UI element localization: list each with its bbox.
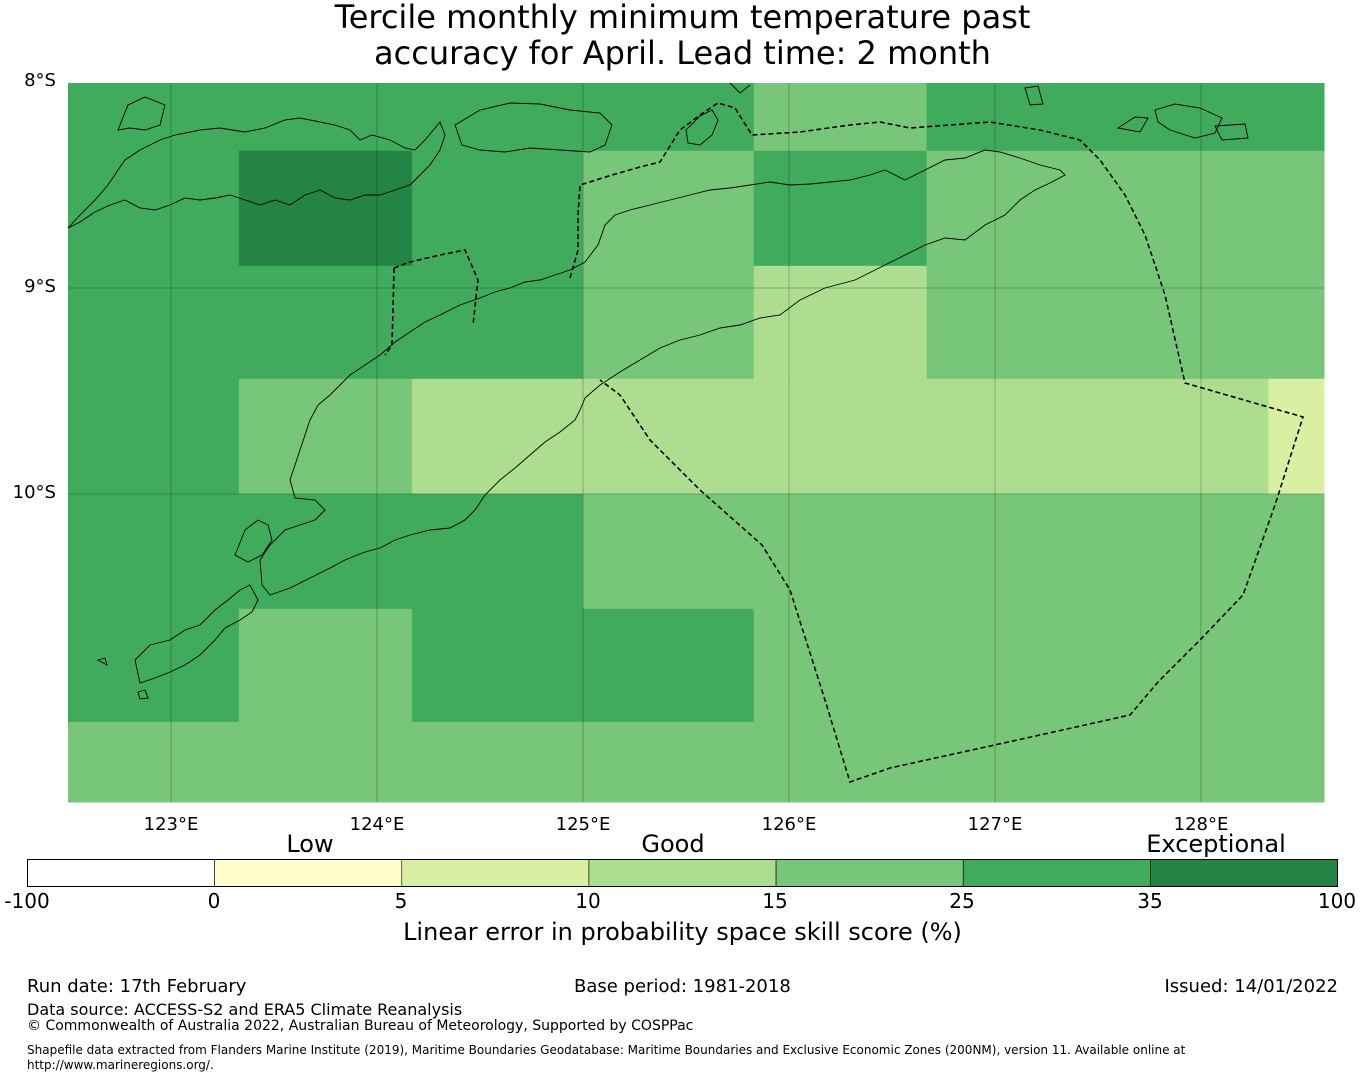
skill-score-cell xyxy=(753,150,928,267)
skill-score-cell xyxy=(753,608,928,723)
skill-score-cell xyxy=(582,378,755,495)
skill-score-cell xyxy=(582,150,755,267)
colorbar-segment xyxy=(401,859,590,887)
map-gridlines xyxy=(68,83,1324,802)
skill-score-cell xyxy=(926,721,1099,803)
skill-score-cell xyxy=(1097,493,1269,610)
skill-score-cell xyxy=(238,83,413,152)
skill-score-cell xyxy=(753,83,928,152)
colorbar xyxy=(27,859,1338,887)
skill-score-cell xyxy=(68,150,240,267)
skill-score-cell xyxy=(238,608,413,723)
colorbar-segment xyxy=(962,859,1151,887)
colorbar-segment xyxy=(588,859,777,887)
colorbar-tick: 10 xyxy=(575,889,601,913)
skill-score-cell xyxy=(1268,608,1325,723)
copyright: © Commonwealth of Australia 2022, Austra… xyxy=(27,1018,694,1034)
colorbar-tick: 100 xyxy=(1317,889,1357,913)
skill-score-cell xyxy=(582,493,755,610)
skill-score-cell xyxy=(411,378,584,495)
lon-label-125e: 125°E xyxy=(555,814,611,835)
colorbar-tick: 35 xyxy=(1137,889,1163,913)
lon-label-127e: 127°E xyxy=(967,814,1023,835)
skill-score-cell xyxy=(926,378,1099,495)
skill-score-cell xyxy=(68,265,240,380)
colorbar-label: Linear error in probability space skill … xyxy=(403,918,962,946)
skill-score-cell xyxy=(68,493,240,610)
skill-score-cell xyxy=(411,721,584,803)
colorbar-segment xyxy=(27,859,215,887)
lat-label-9s: 9°S xyxy=(24,276,56,297)
lon-label-126e: 126°E xyxy=(761,814,817,835)
skill-score-cell xyxy=(411,83,584,152)
skill-score-cell xyxy=(1097,83,1269,152)
skill-score-cell xyxy=(411,608,584,723)
skill-score-cell xyxy=(1097,265,1269,380)
skill-score-cell xyxy=(1097,721,1269,803)
colorbar-tick: 0 xyxy=(207,889,221,913)
skill-score-cell xyxy=(68,721,240,803)
maritime-boundaries xyxy=(384,102,1305,784)
skill-score-cell xyxy=(238,721,413,803)
skill-score-cell xyxy=(68,608,240,723)
skill-score-cell xyxy=(68,378,240,495)
shapefile-credit-line-2: http://www.marineregions.org/. xyxy=(27,1058,214,1072)
skill-score-cell xyxy=(582,721,755,803)
skill-score-cell xyxy=(1097,150,1269,267)
skill-score-cells xyxy=(68,83,1325,803)
skill-score-cell xyxy=(753,493,928,610)
colorbar-tick: 15 xyxy=(762,889,788,913)
skill-score-cell xyxy=(582,265,755,380)
colorbar-tick: 5 xyxy=(394,889,408,913)
skill-score-cell xyxy=(753,721,928,803)
skill-score-cell xyxy=(238,378,413,495)
skill-score-cell xyxy=(926,608,1099,723)
skill-score-cell xyxy=(68,83,240,152)
skill-score-cell xyxy=(1268,493,1325,610)
skill-score-cell xyxy=(238,493,413,610)
skill-score-cell xyxy=(411,265,584,380)
category-exceptional: Exceptional xyxy=(1146,830,1286,858)
skill-score-cell xyxy=(1097,378,1269,495)
skill-score-cell xyxy=(926,150,1099,267)
skill-score-cell xyxy=(1268,83,1325,152)
colorbar-tick: -100 xyxy=(4,889,50,913)
colorbar-segment xyxy=(1150,859,1338,887)
skill-score-cell xyxy=(753,265,928,380)
lat-label-10s: 10°S xyxy=(12,482,56,503)
skill-score-cell xyxy=(926,265,1099,380)
data-source: Data source: ACCESS-S2 and ERA5 Climate … xyxy=(27,1000,463,1019)
skill-score-cell xyxy=(926,83,1099,152)
skill-score-cell xyxy=(411,150,584,267)
category-low: Low xyxy=(286,830,334,858)
skill-score-cell xyxy=(1268,721,1325,803)
skill-score-cell xyxy=(926,493,1099,610)
colorbar-segment xyxy=(775,859,964,887)
coastlines xyxy=(67,82,1249,700)
issued-date: Issued: 14/01/2022 xyxy=(1164,976,1338,997)
colorbar-segment xyxy=(214,859,403,887)
map-title-line-2: accuracy for April. Lead time: 2 month xyxy=(374,34,991,72)
skill-score-cell xyxy=(1268,150,1325,267)
skill-score-cell xyxy=(1268,265,1325,380)
skill-score-cell xyxy=(1097,608,1269,723)
shapefile-credit-line-1: Shapefile data extracted from Flanders M… xyxy=(27,1043,1186,1057)
lon-label-124e: 124°E xyxy=(349,814,405,835)
category-good: Good xyxy=(641,830,705,858)
skill-score-cell xyxy=(1268,378,1325,495)
lon-label-123e: 123°E xyxy=(143,814,199,835)
skill-score-cell xyxy=(411,493,584,610)
skill-score-cell xyxy=(238,150,413,267)
colorbar-tick: 25 xyxy=(949,889,975,913)
skill-score-cell xyxy=(753,378,928,495)
map-title-line-1: Tercile monthly minimum temperature past xyxy=(334,0,1031,36)
lon-label-128e: 128°E xyxy=(1173,814,1229,835)
skill-score-cell xyxy=(238,265,413,380)
base-period: Base period: 1981-2018 xyxy=(574,976,791,997)
run-date: Run date: 17th February xyxy=(27,976,247,997)
lat-label-8s: 8°S xyxy=(24,70,56,91)
skill-score-cell xyxy=(582,83,755,152)
skill-score-cell xyxy=(582,608,755,723)
